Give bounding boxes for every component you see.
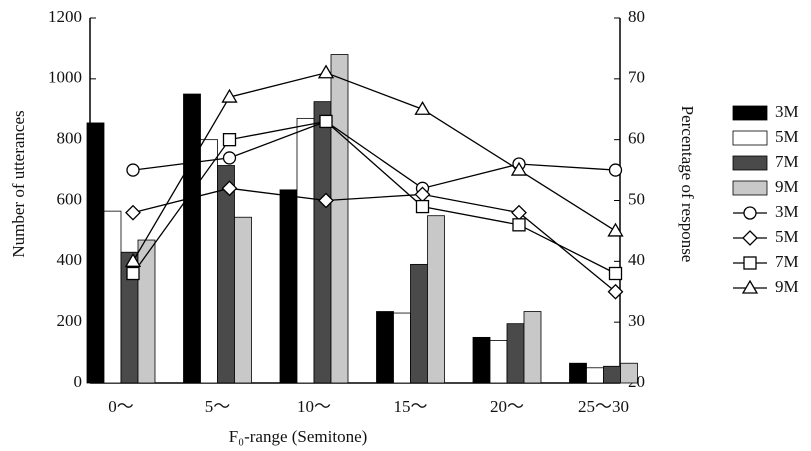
marker <box>126 163 140 177</box>
x-tick-label: 15～ <box>394 397 428 416</box>
x-axis-label: F₀-range (Semitone) <box>229 427 368 446</box>
bar <box>217 165 235 384</box>
y2-tick-label: 50 <box>628 189 645 208</box>
marker <box>415 199 430 214</box>
marker <box>607 283 624 300</box>
y-tick-label: 400 <box>57 250 83 269</box>
legend-label: 5M <box>775 227 799 246</box>
y2-tick-label: 80 <box>628 7 645 26</box>
bar <box>410 263 428 384</box>
marker <box>607 222 624 237</box>
line <box>132 120 616 190</box>
bar <box>137 239 156 384</box>
marker <box>124 253 142 267</box>
legend-swatch <box>732 180 768 196</box>
marker <box>318 192 334 209</box>
y-tick-label: 200 <box>57 311 83 330</box>
bar <box>472 336 491 384</box>
bar <box>569 362 587 384</box>
marker <box>743 256 757 270</box>
marker <box>608 266 623 281</box>
marker <box>512 218 526 232</box>
bar <box>586 367 604 384</box>
x-tick-label: 0～ <box>108 397 134 416</box>
y-tick-label: 600 <box>57 189 83 208</box>
marker <box>743 206 757 220</box>
bar <box>86 122 105 384</box>
line <box>132 72 616 262</box>
line <box>132 120 616 275</box>
marker <box>319 114 333 129</box>
bar <box>234 216 252 384</box>
y2-tick-label: 70 <box>628 68 645 87</box>
legend-label: 3M <box>775 202 799 221</box>
bar <box>313 101 332 384</box>
marker <box>222 133 237 147</box>
y2-axis-label: Percentage of response <box>678 106 697 263</box>
x-tick-label: 10～ <box>297 397 331 416</box>
marker <box>414 100 431 115</box>
x-tick-label: 20～ <box>490 397 524 416</box>
marker <box>221 180 238 197</box>
marker <box>125 204 141 221</box>
x-tick-label: 5～ <box>205 397 231 416</box>
marker <box>511 204 527 221</box>
bar <box>330 54 349 384</box>
legend-label: 5M <box>775 127 799 146</box>
marker <box>221 88 238 103</box>
marker <box>317 64 335 79</box>
y-tick-label: 1000 <box>48 68 82 87</box>
bar <box>603 365 621 384</box>
bar <box>489 340 508 384</box>
bar <box>296 117 315 384</box>
y2-tick-label: 60 <box>628 129 645 148</box>
marker <box>741 279 759 294</box>
bar <box>279 189 298 384</box>
legend-label: 7M <box>775 252 799 271</box>
legend-label: 3M <box>775 102 799 121</box>
y2-tick-label: 30 <box>628 311 645 330</box>
legend-label: 7M <box>775 152 799 171</box>
bar <box>103 210 122 384</box>
legend-swatch <box>732 105 768 121</box>
y-tick-label: 0 <box>74 372 83 391</box>
x-tick-label: 25～30 <box>578 397 629 416</box>
y2-tick-label: 40 <box>628 250 645 269</box>
marker <box>126 266 140 281</box>
legend-label: 9M <box>775 177 799 196</box>
bar <box>620 362 638 384</box>
marker <box>742 230 758 246</box>
legend-swatch <box>732 130 768 146</box>
bar <box>506 323 525 384</box>
marker <box>222 151 237 165</box>
bar <box>523 311 542 384</box>
y-axis-label: Number of utterances <box>9 110 28 257</box>
legend-label: 9M <box>775 277 799 296</box>
bar <box>393 312 411 384</box>
marker <box>608 163 623 177</box>
marker <box>510 161 528 176</box>
y-tick-label: 800 <box>57 129 83 148</box>
bar <box>183 93 201 384</box>
line <box>132 187 616 293</box>
bar <box>376 311 394 384</box>
y-tick-label: 1200 <box>48 7 82 26</box>
legend-swatch <box>732 155 768 171</box>
bar <box>427 215 445 384</box>
